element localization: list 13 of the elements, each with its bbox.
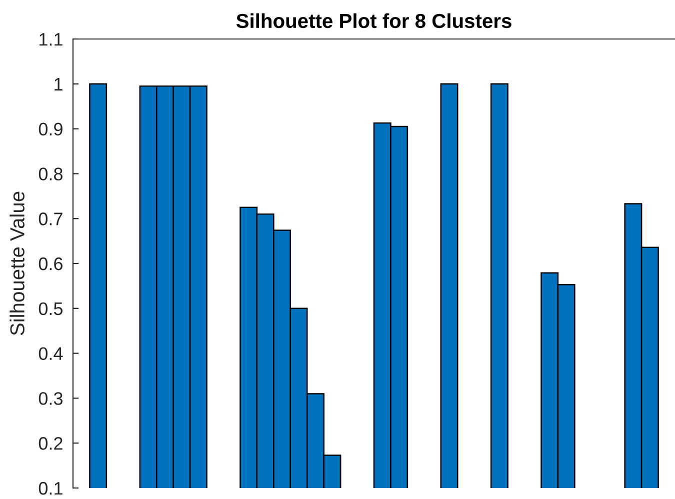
y-tick-label: 0.8 [38, 168, 62, 180]
y-tick-label: 0.1 [38, 482, 62, 495]
y-axis-title: Silhouette Value [10, 192, 24, 336]
y-tick-label: 0.7 [38, 212, 62, 226]
y-tick-label: 0.5 [38, 302, 63, 316]
chart-title: Silhouette Plot for 8 Clusters [236, 13, 512, 28]
y-tick-label: 1 [54, 78, 62, 90]
y-tick-label: 0.6 [38, 257, 62, 270]
y-tick-label: 0.2 [38, 437, 62, 450]
y-tick-label: 0.4 [38, 347, 63, 360]
y-tick-label: 1.1 [40, 33, 62, 46]
y-tick-label: 0.9 [38, 122, 62, 136]
y-tick-label: 0.3 [38, 392, 62, 405]
